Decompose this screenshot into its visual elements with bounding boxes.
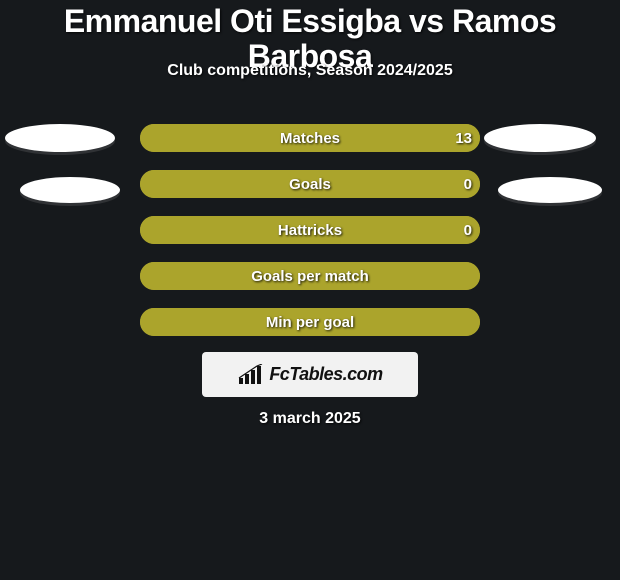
stat-row: Matches13	[0, 124, 620, 152]
stat-bar-label: Goals	[140, 170, 480, 198]
stat-value-right: 0	[464, 170, 472, 198]
stat-bar-label: Goals per match	[140, 262, 480, 290]
stat-value-right: 13	[455, 124, 472, 152]
logo-badge: FcTables.com	[202, 352, 418, 397]
subtitle: Club competitions, Season 2024/2025	[0, 62, 620, 80]
stat-bar-label: Hattricks	[140, 216, 480, 244]
stat-bar-label: Matches	[140, 124, 480, 152]
stat-bar-track: Goals per match	[140, 262, 480, 290]
stat-bar-track: Goals	[140, 170, 480, 198]
stat-row: Hattricks0	[0, 216, 620, 244]
stat-row: Goals per match	[0, 262, 620, 290]
comparison-card: Emmanuel Oti Essigba vs Ramos Barbosa Cl…	[0, 0, 620, 580]
stat-row: Goals0	[0, 170, 620, 198]
stat-bar-track: Hattricks	[140, 216, 480, 244]
date-label: 3 march 2025	[0, 410, 620, 428]
stat-row: Min per goal	[0, 308, 620, 336]
stat-bar-track: Min per goal	[140, 308, 480, 336]
stat-bar-label: Min per goal	[140, 308, 480, 336]
logo-bars-icon	[237, 364, 263, 386]
logo-text: FcTables.com	[269, 364, 382, 385]
stat-bar-track: Matches	[140, 124, 480, 152]
stat-rows: Matches13Goals0Hattricks0Goals per match…	[0, 124, 620, 354]
stat-value-right: 0	[464, 216, 472, 244]
